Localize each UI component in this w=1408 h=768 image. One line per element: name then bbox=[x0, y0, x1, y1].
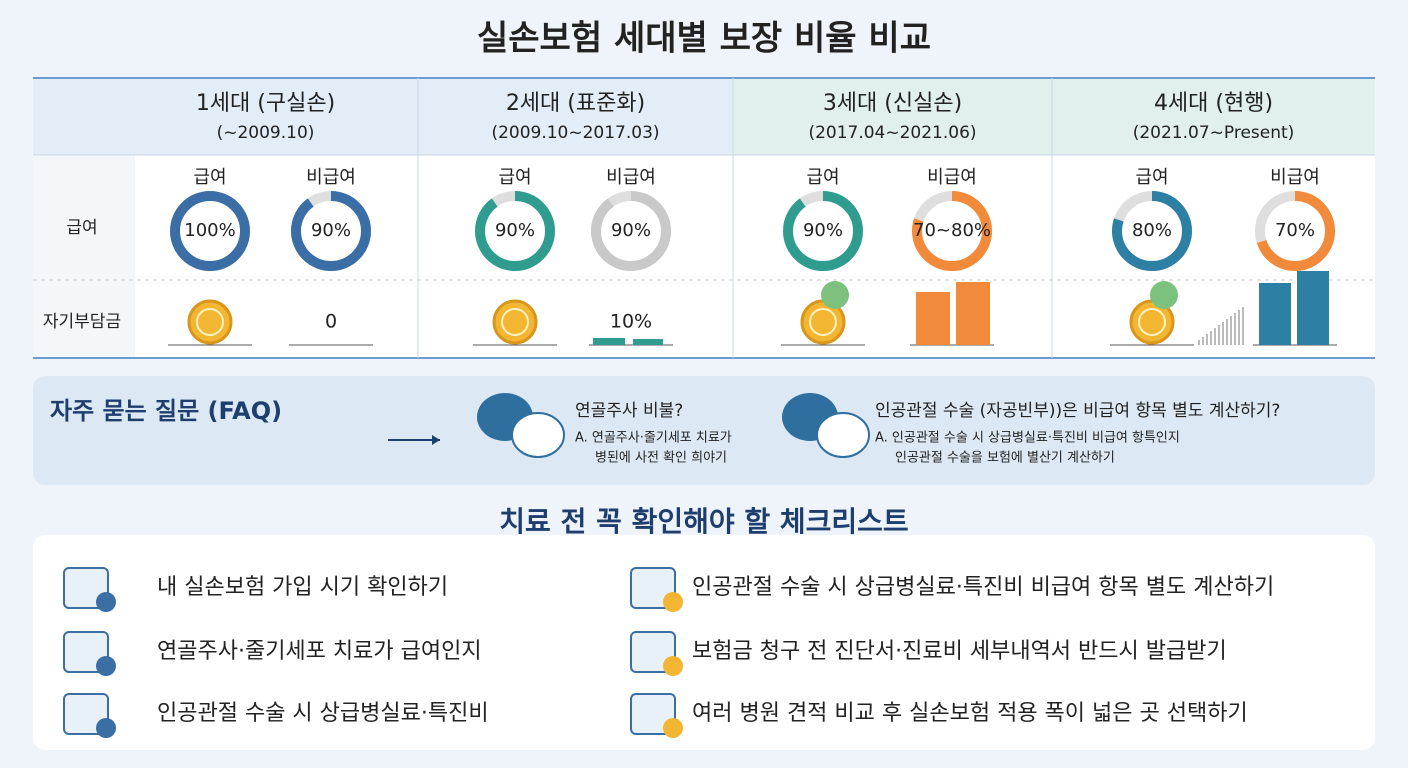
answer: A. 연골주사·줄기세포 치료가 bbox=[575, 431, 732, 446]
donut-arc bbox=[1112, 191, 1192, 271]
check-item: 연골주사·줄기세포 치료가 급여인지 bbox=[157, 639, 482, 664]
deco-bar bbox=[1198, 340, 1200, 345]
row-label: 급여 bbox=[66, 218, 97, 238]
coin-green bbox=[1150, 281, 1178, 309]
deco-bar bbox=[1214, 328, 1216, 345]
donut-value: 70% bbox=[1275, 220, 1315, 241]
donut-label: 비급여 bbox=[1270, 167, 1320, 188]
donut-label: 비급여 bbox=[606, 167, 656, 188]
donut-label: 비급여 bbox=[927, 167, 977, 188]
donut-arc bbox=[591, 191, 671, 271]
deco-bar bbox=[633, 339, 663, 345]
donut-value: 70~80% bbox=[913, 220, 991, 241]
deco-bar bbox=[1222, 322, 1224, 345]
faq-box bbox=[33, 376, 1375, 485]
donut-arc bbox=[291, 191, 371, 271]
donut-value: 90% bbox=[611, 220, 651, 241]
coin-inner bbox=[809, 308, 837, 336]
donut-arc bbox=[912, 191, 992, 271]
deco-bar bbox=[916, 292, 950, 345]
donut-arc bbox=[783, 191, 863, 271]
check-item: 내 실손보험 가입 시기 확인하기 bbox=[157, 575, 448, 600]
coin-inner bbox=[196, 308, 224, 336]
gen-name: 2세대 (표준화) bbox=[506, 91, 645, 116]
question: 인공관절 수술 (자공빈부))은 비급여 항목 별도 계산하기? bbox=[875, 401, 1280, 421]
donut-arc bbox=[1255, 191, 1335, 271]
bubble bbox=[816, 412, 870, 458]
coin bbox=[492, 299, 538, 345]
donut-label: 급여 bbox=[498, 167, 531, 188]
gen-name: 1세대 (구실손) bbox=[196, 91, 335, 116]
coin-inner bbox=[501, 308, 529, 336]
deco-bar bbox=[1238, 310, 1240, 345]
check-icon-badge bbox=[96, 718, 116, 738]
gen-name: 3세대 (신실손) bbox=[823, 91, 962, 116]
deco-bar bbox=[1202, 337, 1204, 345]
deco-bar bbox=[593, 338, 625, 345]
donut-value: 90% bbox=[311, 220, 351, 241]
answer: 인공관절 수술을 보험에 별산기 계산하기 bbox=[895, 451, 1115, 466]
deco-bar bbox=[1218, 325, 1220, 345]
check-item: 여러 병원 견적 비교 후 실손보험 적용 폭이 넓은 곳 선택하기 bbox=[692, 701, 1248, 726]
deco-bar bbox=[1226, 319, 1228, 345]
bubble bbox=[511, 412, 565, 458]
header-bg bbox=[33, 78, 733, 155]
header-bg bbox=[733, 78, 1375, 155]
gen-period: (2009.10~2017.03) bbox=[491, 123, 659, 143]
check-item: 보험금 청구 전 진단서·진료비 세부내역서 반드시 발급받기 bbox=[692, 639, 1227, 664]
check-icon-badge bbox=[96, 656, 116, 676]
donut-label: 급여 bbox=[806, 167, 839, 188]
self-pay: 0 bbox=[325, 311, 337, 333]
donut-label: 급여 bbox=[1135, 167, 1168, 188]
deco-bar bbox=[1242, 307, 1244, 345]
donut-arc bbox=[170, 191, 250, 271]
generations: 1세대 (구실손) (~2009.10) 급여 100% 비급여 90% 0 2세대 (표준화… bbox=[168, 78, 1337, 358]
deco-bar bbox=[1297, 271, 1329, 345]
title: 실손보험 세대별 보장 비율 비교 bbox=[477, 19, 931, 59]
check-item: 인공관절 수술 시 상급병실료·특진비 비급여 항목 별도 계산하기 bbox=[692, 575, 1274, 600]
check-icon-badge bbox=[663, 592, 683, 612]
checklist-box bbox=[33, 535, 1375, 750]
donut-label: 급여 bbox=[193, 167, 226, 188]
donut-value: 100% bbox=[184, 220, 235, 241]
question: 연골주사 비불? bbox=[575, 401, 683, 421]
donut-value: 90% bbox=[495, 220, 535, 241]
gen-period: (~2009.10) bbox=[217, 123, 315, 143]
gen-name: 4세대 (현행) bbox=[1154, 91, 1273, 116]
check-icon-badge bbox=[663, 656, 683, 676]
donut-label: 비급여 bbox=[306, 167, 356, 188]
arrow-head bbox=[432, 435, 440, 445]
answer: 병된에 사전 확인 희야기 bbox=[595, 451, 727, 466]
check-icon-badge bbox=[96, 592, 116, 612]
row-label: 자기부담금 bbox=[43, 312, 121, 332]
answer: A. 인공관절 수술 시 상급병실료·특진비 비급여 항특인지 bbox=[875, 431, 1180, 446]
deco-bar bbox=[1259, 283, 1291, 345]
gen-period: (2017.04~2021.06) bbox=[808, 123, 976, 143]
checklist-title: 치료 전 꼭 확인해야 할 체크리스트 bbox=[499, 505, 908, 538]
deco-bar bbox=[1230, 316, 1232, 345]
deco-bar bbox=[1234, 313, 1236, 345]
coin-inner bbox=[1138, 308, 1166, 336]
check-icon-badge bbox=[663, 718, 683, 738]
gen-period: (2021.07~Present) bbox=[1133, 123, 1295, 143]
coin-green bbox=[821, 281, 849, 309]
deco-bar bbox=[956, 282, 990, 345]
deco-bar bbox=[1206, 334, 1208, 345]
faq-title: 자주 묻는 질문 (FAQ) bbox=[50, 397, 282, 425]
self-pay: 10% bbox=[610, 311, 652, 333]
coin bbox=[187, 299, 233, 345]
donut-value: 90% bbox=[803, 220, 843, 241]
check-item: 인공관절 수술 시 상급병실료·특진비 bbox=[157, 701, 489, 726]
donut-value: 80% bbox=[1132, 220, 1172, 241]
donut-arc bbox=[475, 191, 555, 271]
row-label-bg bbox=[33, 155, 135, 358]
deco-bar bbox=[1210, 331, 1212, 345]
